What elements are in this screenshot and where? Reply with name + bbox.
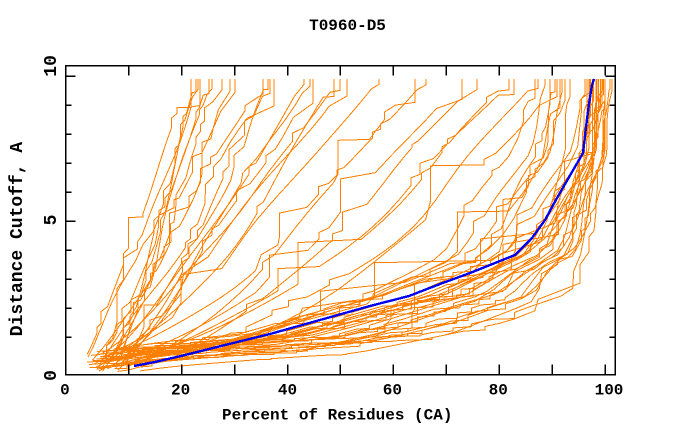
svg-text:T0960-D5: T0960-D5	[309, 17, 386, 35]
svg-text:60: 60	[383, 382, 402, 400]
svg-text:10: 10	[42, 55, 62, 77]
svg-text:40: 40	[278, 382, 297, 400]
svg-text:5: 5	[42, 215, 62, 226]
svg-text:80: 80	[489, 382, 508, 400]
svg-text:Percent of Residues (CA): Percent of Residues (CA)	[222, 407, 452, 425]
svg-text:20: 20	[171, 382, 190, 400]
svg-text:Distance Cutoff, A: Distance Cutoff, A	[8, 142, 28, 337]
svg-text:0: 0	[42, 370, 62, 381]
svg-text:0: 0	[60, 382, 70, 400]
svg-text:100: 100	[595, 382, 624, 400]
